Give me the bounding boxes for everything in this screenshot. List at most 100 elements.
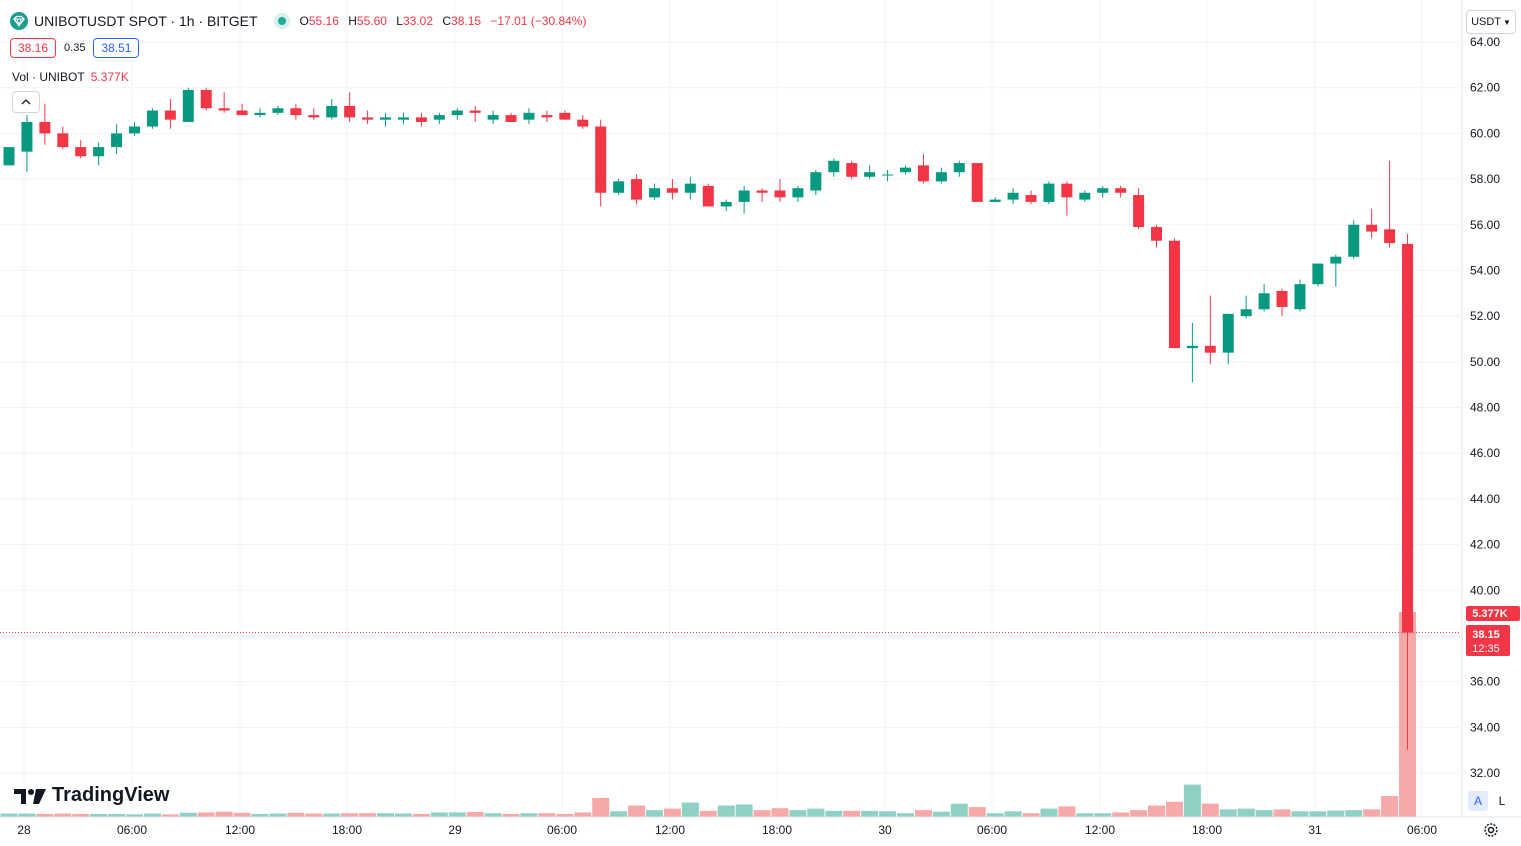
volume-bar xyxy=(897,813,914,817)
candle-body xyxy=(882,174,894,176)
x-axis-tick-label: 28 xyxy=(17,823,31,837)
candle-body xyxy=(1133,195,1145,228)
candle-body xyxy=(129,126,141,134)
volume-bar xyxy=(1363,809,1381,817)
candle-body xyxy=(1097,188,1109,193)
volume-bar xyxy=(1255,810,1273,817)
x-axis-tick-label: 31 xyxy=(1308,823,1322,837)
candle-body xyxy=(720,201,732,207)
auto-scale-button[interactable]: A xyxy=(1468,791,1488,811)
candle-body xyxy=(810,172,822,191)
candle-body xyxy=(93,147,105,157)
volume-bar xyxy=(1076,813,1094,817)
volume-bar xyxy=(681,802,699,817)
candle-body xyxy=(595,126,607,193)
volume-bar xyxy=(1148,805,1166,817)
candle-body xyxy=(917,165,929,182)
x-axis-tick-label: 12:00 xyxy=(655,823,685,837)
sell-price-button[interactable]: 38.16 xyxy=(10,38,57,58)
candle-body xyxy=(577,119,589,127)
tradingview-logo[interactable]: TradingView xyxy=(14,784,169,807)
candle-body xyxy=(523,112,535,120)
volume-bar xyxy=(1112,812,1130,817)
volume-bar xyxy=(305,813,323,817)
quote-panel: 38.16 0.35 38.51 xyxy=(10,38,140,58)
ohlc-values: O55.16 H55.60 L33.02 C38.15 −17.01 (−30.… xyxy=(299,14,587,28)
volume-bar xyxy=(968,807,986,817)
candle-body xyxy=(541,115,553,118)
volume-bar xyxy=(932,811,950,817)
tradingview-logo-icon xyxy=(14,788,46,804)
volume-bar xyxy=(950,803,968,817)
volume-bar xyxy=(753,810,771,817)
candle-body xyxy=(1276,290,1288,307)
collapse-legend-button[interactable] xyxy=(12,91,40,113)
candle-body xyxy=(164,110,176,120)
volume-bar xyxy=(54,813,72,817)
candle-body xyxy=(1079,192,1091,200)
y-axis-tick-label: 34.00 xyxy=(1470,720,1500,734)
candle-body xyxy=(702,185,714,207)
y-axis-tick-label: 44.00 xyxy=(1470,492,1500,506)
x-axis-tick-label: 30 xyxy=(878,823,892,837)
chevron-up-icon xyxy=(21,99,31,105)
y-axis-tick-label: 52.00 xyxy=(1470,309,1500,323)
volume-bar xyxy=(502,813,520,817)
candle-body xyxy=(272,108,284,113)
candle-body xyxy=(613,181,625,193)
volume-bar xyxy=(126,814,144,817)
volume-bar xyxy=(251,813,269,817)
volume-bar xyxy=(663,808,681,817)
x-axis-tick-label: 06:00 xyxy=(1407,823,1437,837)
volume-bar xyxy=(699,810,717,817)
volume-bar xyxy=(520,813,538,817)
volume-bar xyxy=(377,813,395,817)
volume-legend[interactable]: Vol · UNIBOT 5.377K xyxy=(12,70,129,84)
candle-body xyxy=(631,179,643,200)
candle-body xyxy=(1312,263,1324,285)
volume-bar xyxy=(1309,811,1327,817)
volume-bar xyxy=(1381,796,1399,817)
volume-bar xyxy=(466,812,484,817)
currency-dropdown[interactable]: USDT ▼ xyxy=(1466,10,1516,34)
y-axis-tick-label: 40.00 xyxy=(1470,583,1500,597)
symbol-title[interactable]: UNIBOTUSDT SPOT · 1h · BITGET xyxy=(34,13,258,29)
volume-bar xyxy=(556,813,574,817)
volume-value: 5.377K xyxy=(90,70,129,84)
candle-body xyxy=(487,115,499,120)
candle-body xyxy=(1168,240,1180,349)
candle-body xyxy=(362,117,374,120)
x-axis-tick-label: 18:00 xyxy=(1192,823,1222,837)
volume-bar xyxy=(18,813,36,817)
candle-body xyxy=(1186,345,1198,349)
volume-label: Vol · UNIBOT xyxy=(12,70,85,84)
settings-gear-icon[interactable] xyxy=(1482,821,1500,839)
candle-body xyxy=(75,147,87,157)
candle-body xyxy=(3,147,15,166)
candle-body xyxy=(433,115,445,120)
candle-body xyxy=(1007,192,1019,200)
last-volume-label: 5.377K xyxy=(1472,608,1508,620)
volume-bar xyxy=(108,813,126,817)
candle-body xyxy=(326,105,338,118)
volume-bar xyxy=(628,805,646,817)
volume-bar xyxy=(394,813,412,817)
candle-body xyxy=(1204,345,1216,353)
candle-body xyxy=(756,190,768,193)
x-axis-tick-label: 06:00 xyxy=(117,823,147,837)
volume-bar xyxy=(1004,811,1022,817)
buy-price-button[interactable]: 38.51 xyxy=(93,38,140,58)
x-axis-tick-label: 12:00 xyxy=(1085,823,1115,837)
volume-bar xyxy=(1183,784,1201,817)
x-axis-tick-label: 18:00 xyxy=(332,823,362,837)
last-price-badge xyxy=(1466,625,1510,656)
candle-body xyxy=(1402,243,1414,633)
candle-body xyxy=(236,110,248,116)
y-axis-tick-label: 58.00 xyxy=(1470,172,1500,186)
log-scale-button[interactable]: L xyxy=(1492,791,1512,811)
symbol-header[interactable]: UNIBOTUSDT SPOT · 1h · BITGET O55.16 H55… xyxy=(10,10,592,32)
last-price-label: 38.15 xyxy=(1472,629,1500,641)
candle-body xyxy=(738,190,750,202)
